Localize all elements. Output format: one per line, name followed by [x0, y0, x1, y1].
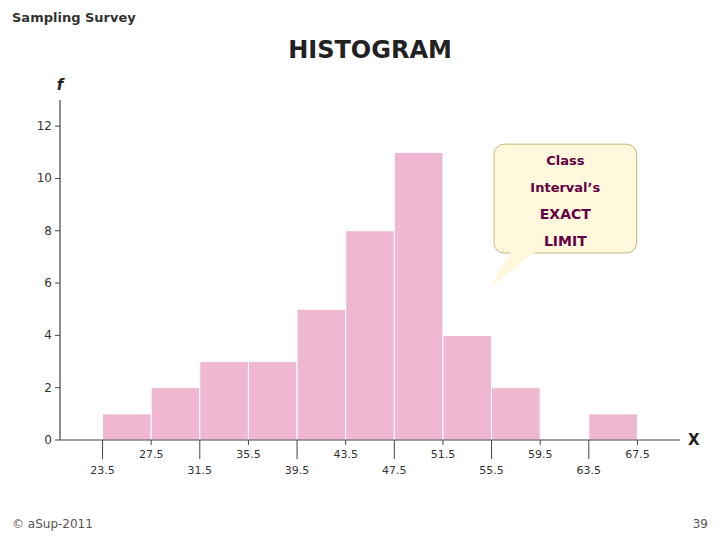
bar	[492, 388, 541, 440]
x-tick	[588, 440, 589, 459]
annotation-text: LIMIT	[544, 233, 587, 249]
bar	[151, 388, 200, 440]
x-tick-label: 23.5	[90, 464, 115, 477]
bar	[443, 335, 492, 440]
annotation-text: Interval’s	[530, 180, 600, 195]
x-tick-label: 47.5	[382, 464, 407, 477]
x-tick	[151, 440, 152, 445]
y-tick	[55, 283, 60, 284]
annotation-pointer	[490, 252, 535, 287]
header: Sampling Survey	[12, 10, 136, 25]
x-tick	[637, 440, 638, 445]
y-tick	[55, 178, 60, 179]
title: HISTOGRAM	[288, 36, 452, 64]
y-tick	[55, 230, 60, 231]
y-tick-label: 8	[44, 224, 52, 238]
x-tick	[248, 440, 249, 445]
annotation-text: EXACT	[540, 206, 591, 222]
annotation: Class Interval’s EXACT LIMIT	[490, 144, 637, 287]
bar	[346, 231, 395, 440]
x-tick	[491, 440, 492, 459]
y-tick	[55, 335, 60, 336]
x-tick	[297, 440, 298, 459]
bar	[200, 362, 249, 440]
x-tick	[540, 440, 541, 445]
x-tick	[394, 440, 395, 459]
annotation-text: Class	[546, 153, 585, 168]
x-tick	[199, 440, 200, 459]
bar	[248, 362, 297, 440]
x-tick-label: 51.5	[431, 448, 456, 461]
y-label: f	[57, 76, 66, 94]
y-tick	[55, 440, 60, 441]
y-tick	[55, 126, 60, 127]
y-tick-label: 6	[44, 276, 52, 290]
x-tick-label: 63.5	[577, 464, 602, 477]
chart: Sampling Survey HISTOGRAM © aSup-2011 39 0 2 4…	[0, 0, 720, 540]
x-tick-label: 39.5	[285, 464, 310, 477]
x-tick	[345, 440, 346, 445]
y-tick	[55, 387, 60, 388]
x-label: X	[688, 431, 700, 449]
bar	[394, 152, 443, 440]
y-tick-label: 0	[44, 433, 52, 447]
x-tick-label: 43.5	[333, 448, 358, 461]
bar	[297, 309, 346, 440]
bar	[589, 414, 638, 440]
x-tick	[102, 440, 103, 459]
y-tick-label: 10	[37, 171, 52, 185]
x-tick-label: 27.5	[139, 448, 164, 461]
x-tick-label: 59.5	[528, 448, 553, 461]
page-number: 39	[693, 517, 708, 531]
y-tick-label: 2	[44, 381, 52, 395]
x-tick-label: 67.5	[625, 448, 650, 461]
x-tick-label: 55.5	[479, 464, 504, 477]
footer: © aSup-2011	[12, 517, 93, 531]
x-tick-label: 31.5	[188, 464, 213, 477]
y-tick-label: 4	[44, 328, 52, 342]
x-tick-label: 35.5	[236, 448, 261, 461]
y-axis	[59, 100, 60, 440]
y-tick-label: 12	[37, 119, 52, 133]
bar	[103, 414, 152, 440]
x-tick	[442, 440, 443, 445]
x-axis	[60, 439, 680, 440]
annotation-box	[494, 144, 637, 253]
